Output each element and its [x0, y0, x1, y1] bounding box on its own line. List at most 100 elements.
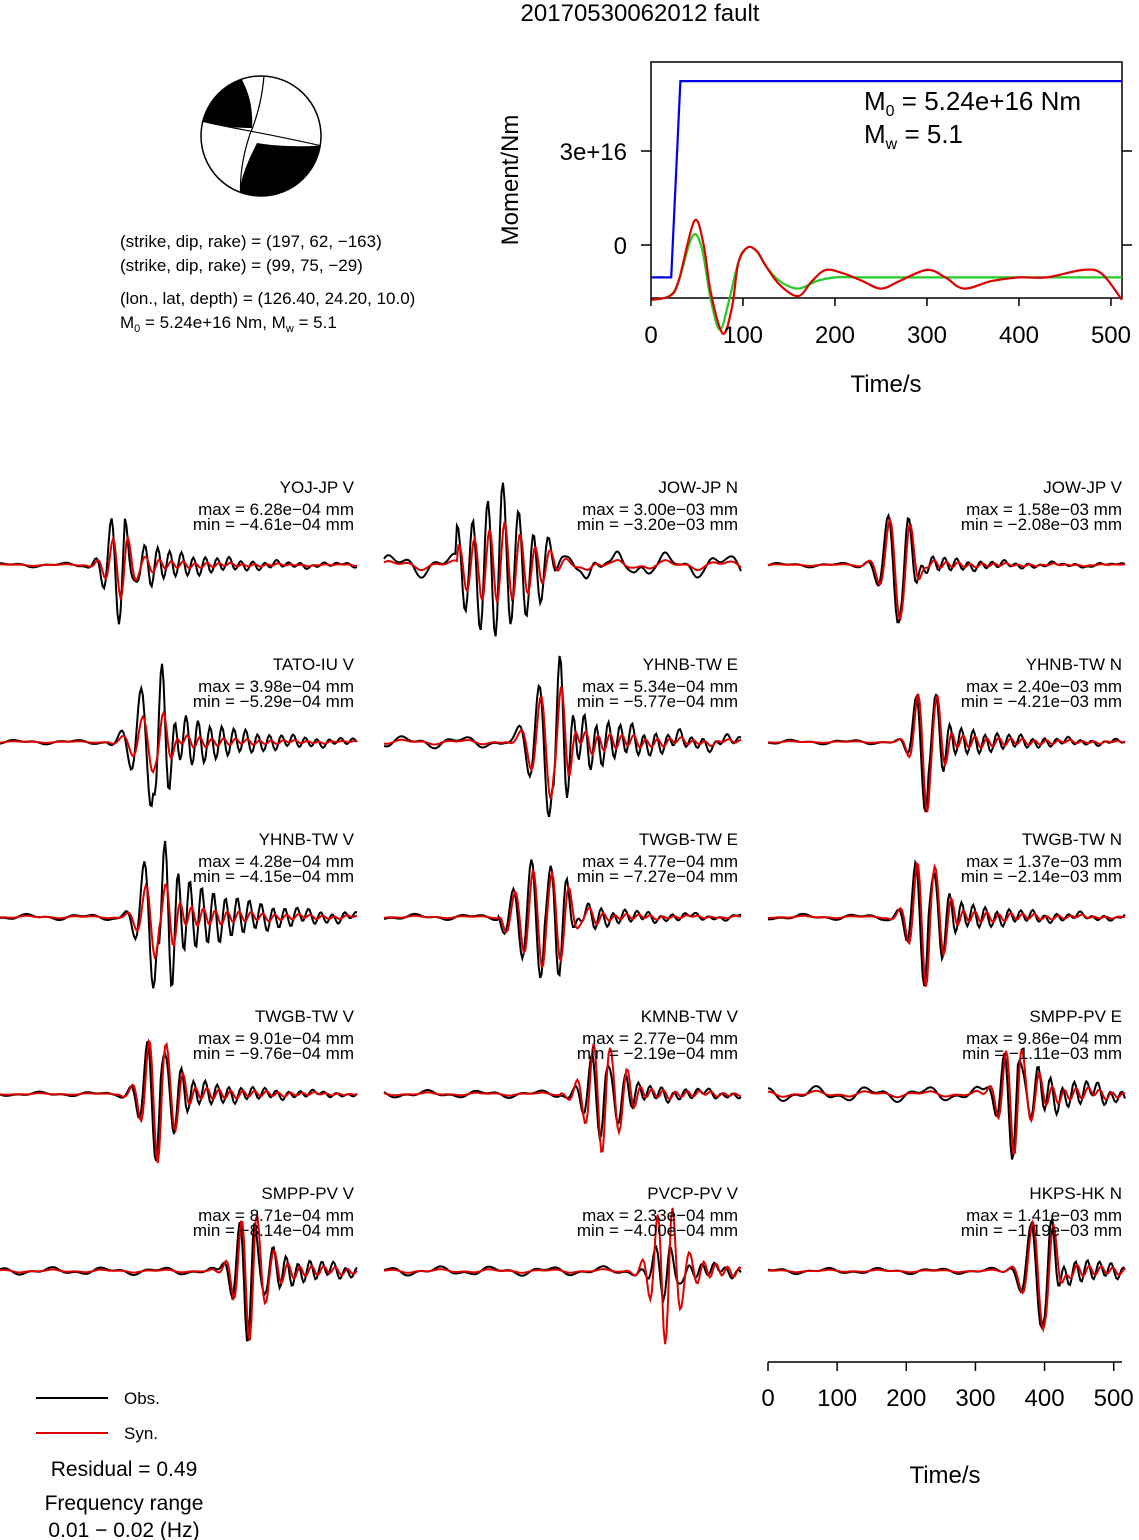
trace-station-label: KMNB-TW V — [641, 1007, 739, 1026]
synthetic-waveform — [767, 1218, 1126, 1334]
trace-station-label: TWGB-TW N — [1022, 830, 1122, 849]
moment-plot-frame — [650, 61, 1123, 299]
synthetic-waveform — [0, 534, 357, 602]
trace-max-label: max = 3.98e−04 mm — [198, 677, 354, 696]
trace-max-label: max = 6.28e−04 mm — [198, 500, 354, 519]
trace-max-label: max = 3.00e−03 mm — [582, 500, 738, 519]
moment-mw-annotation: Mw = 5.1 — [864, 119, 963, 153]
trace-max-label: max = 1.58e−03 mm — [966, 500, 1122, 519]
trace-max-label: max = 2.77e−04 mm — [582, 1029, 738, 1048]
beachball-compressional-quadrant-a — [202, 79, 253, 128]
moment-series-group — [650, 80, 1123, 335]
frequency-range-label: Frequency range — [45, 1492, 204, 1515]
synthetic-waveform — [767, 1048, 1126, 1156]
observed-waveform — [383, 1051, 742, 1141]
trace-station-label: JOW-JP V — [1043, 478, 1122, 497]
synthetic-waveform — [767, 861, 1126, 987]
trace-min-label: min = −2.14e−03 mm — [961, 867, 1122, 886]
trace-max-label: max = 9.86e−04 mm — [966, 1029, 1122, 1048]
nodal-plane-2: (strike, dip, rake) = (99, 75, −29) — [120, 256, 363, 275]
legend: Obs. Syn. — [36, 1389, 160, 1443]
waveform-xtick-label: 400 — [1025, 1385, 1065, 1412]
moment-m0-annotation: M0 = 5.24e+16 Nm — [864, 86, 1081, 120]
trace-max-label: max = 4.77e−04 mm — [582, 852, 738, 871]
moment-function-panel: 3e+16 0 Moment/Nm 0 100 200 300 400 500 Time/… — [497, 61, 1132, 398]
waveform-xtick-label: 100 — [817, 1385, 857, 1412]
frequency-range-value: 0.01 − 0.02 (Hz) — [48, 1519, 199, 1540]
observed-waveform — [767, 1052, 1126, 1160]
trace-station-label: SMPP-PV V — [261, 1184, 354, 1203]
trace-station-label: JOW-JP N — [658, 478, 738, 497]
waveform-xtick-label: 200 — [886, 1385, 926, 1412]
trace-max-label: max = 5.34e−04 mm — [582, 677, 738, 696]
legend-syn-label: Syn. — [124, 1424, 158, 1443]
synthetic-waveform — [767, 693, 1126, 813]
moment-xlabel: Time/s — [850, 371, 921, 398]
moment-ytick-3e16: 3e+16 — [560, 139, 627, 166]
moment-rate-red-line — [650, 218, 1123, 335]
trace-max-label: max = 9.01e−04 mm — [198, 1029, 354, 1048]
source-location: (lon., lat, depth) = (126.40, 24.20, 10.… — [120, 289, 415, 308]
trace-station-label: HKPS-HK N — [1029, 1184, 1122, 1203]
moment-xaxis: 0 100 200 300 400 500 — [644, 298, 1131, 349]
trace-max-label: max = 2.40e−03 mm — [966, 677, 1122, 696]
trace-min-label: min = −4.15e−04 mm — [193, 867, 354, 886]
trace-min-label: min = −4.00e−04 mm — [577, 1221, 738, 1240]
trace-min-label: min = −4.61e−04 mm — [193, 515, 354, 534]
trace-max-label: max = 8.71e−04 mm — [198, 1206, 354, 1225]
trace-station-label: YHNB-TW N — [1026, 655, 1122, 674]
waveform-xtick-label: 0 — [761, 1385, 774, 1412]
trace-max-label: max = 1.41e−03 mm — [966, 1206, 1122, 1225]
synthetic-waveform — [383, 868, 741, 969]
trace-min-label: min = −1.11e−03 mm — [962, 1044, 1122, 1063]
focal-mechanism-beachball — [200, 75, 322, 197]
nodal-plane-1: (strike, dip, rake) = (197, 62, −163) — [120, 232, 382, 251]
moment-magnitude-line: M0 = 5.24e+16 Nm, Mw = 5.1 — [120, 313, 337, 335]
waveform-time-axis: Time/s 0 100 200 300 400 500 — [761, 1361, 1134, 1489]
trace-max-label: max = 4.28e−04 mm — [198, 852, 354, 871]
synthetic-waveform — [383, 521, 742, 603]
trace-station-label: TWGB-TW V — [255, 1007, 355, 1026]
figure-title: 20170530062012 fault — [521, 0, 760, 27]
moment-ytick-0: 0 — [614, 233, 627, 260]
trace-max-label: max = 2.33e−04 mm — [582, 1206, 738, 1225]
residual-value: Residual = 0.49 — [51, 1458, 198, 1481]
source-info-block: (strike, dip, rake) = (197, 62, −163) (s… — [120, 232, 415, 335]
legend-obs-label: Obs. — [124, 1389, 160, 1408]
trace-min-label: min = −3.20e−03 mm — [577, 515, 738, 534]
trace-min-label: min = −1.19e−03 mm — [961, 1221, 1122, 1240]
trace-station-label: YHNB-TW V — [259, 830, 355, 849]
moment-xtick-label: 100 — [723, 322, 763, 349]
trace-min-label: min = −7.27e−04 mm — [577, 867, 738, 886]
moment-xtick-label: 300 — [907, 322, 947, 349]
trace-min-label: min = −5.29e−04 mm — [193, 692, 354, 711]
trace-min-label: min = −8.14e−04 mm — [193, 1221, 354, 1240]
synthetic-waveform — [0, 1038, 358, 1164]
trace-min-label: min = −4.21e−03 mm — [961, 692, 1122, 711]
observed-waveform — [0, 840, 358, 989]
synthetic-waveform — [767, 516, 1126, 622]
trace-station-label: PVCP-PV V — [647, 1184, 738, 1203]
trace-station-label: YOJ-JP V — [280, 478, 355, 497]
trace-station-label: YHNB-TW E — [643, 655, 738, 674]
moment-rate-green-line — [650, 232, 1122, 331]
waveform-xtick-label: 300 — [955, 1385, 995, 1412]
synthetic-waveform — [383, 1043, 742, 1153]
moment-xtick-label: 0 — [644, 322, 657, 349]
moment-xtick-label: 500 — [1091, 322, 1131, 349]
waveform-xtick-label: 500 — [1094, 1385, 1134, 1412]
synthetic-waveform — [383, 686, 742, 800]
synthetic-waveform — [0, 1212, 358, 1341]
trace-min-label: min = −2.19e−04 mm — [577, 1044, 738, 1063]
